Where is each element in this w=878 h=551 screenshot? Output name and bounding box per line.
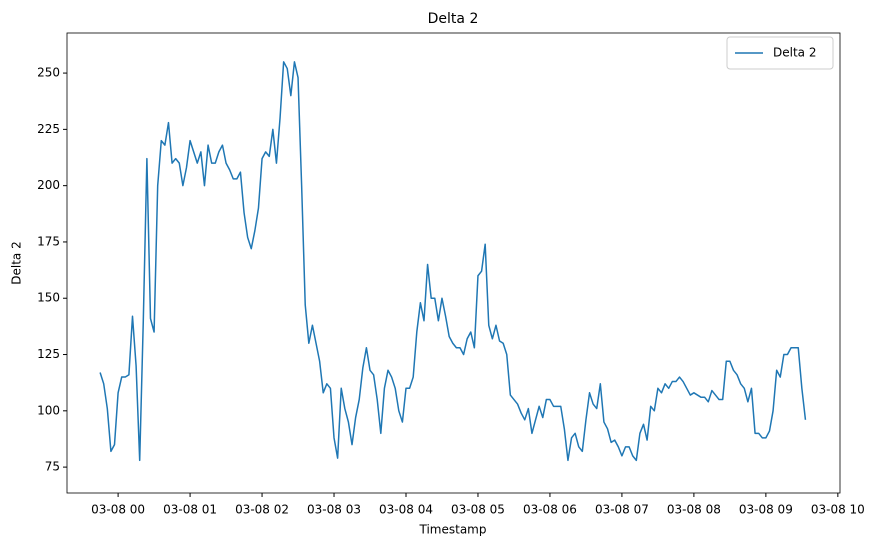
x-tick-label: 03-08 09 xyxy=(739,503,793,517)
chart-title: Delta 2 xyxy=(428,11,479,27)
x-tick-label: 03-08 08 xyxy=(667,503,721,517)
y-tick-label: 200 xyxy=(37,178,60,192)
x-axis-label: Timestamp xyxy=(419,523,487,537)
legend-box xyxy=(726,36,834,70)
y-tick-label: 75 xyxy=(45,460,60,474)
x-tick-label: 03-08 02 xyxy=(235,503,289,517)
x-tick-label: 03-08 07 xyxy=(595,503,649,517)
x-tick-label: 03-08 03 xyxy=(307,503,361,517)
legend-label: Delta 2 xyxy=(773,46,816,60)
x-tick-label: 03-08 04 xyxy=(379,503,433,517)
y-tick-label: 150 xyxy=(37,291,60,305)
y-tick-label: 250 xyxy=(37,66,60,80)
y-tick-label: 125 xyxy=(37,347,60,361)
x-tick-label: 03-08 01 xyxy=(163,503,217,517)
x-tick-label: 03-08 00 xyxy=(91,503,145,517)
x-tick-label: 03-08 10 xyxy=(811,503,865,517)
axes-frame xyxy=(66,32,841,494)
data-line xyxy=(99,61,807,462)
y-tick-label: 175 xyxy=(37,234,60,248)
y-tick-label: 100 xyxy=(37,403,60,417)
x-tick-label: 03-08 05 xyxy=(451,503,505,517)
y-axis-label: Delta 2 xyxy=(10,241,24,284)
y-tick-label: 225 xyxy=(37,122,60,136)
x-tick-label: 03-08 06 xyxy=(523,503,577,517)
